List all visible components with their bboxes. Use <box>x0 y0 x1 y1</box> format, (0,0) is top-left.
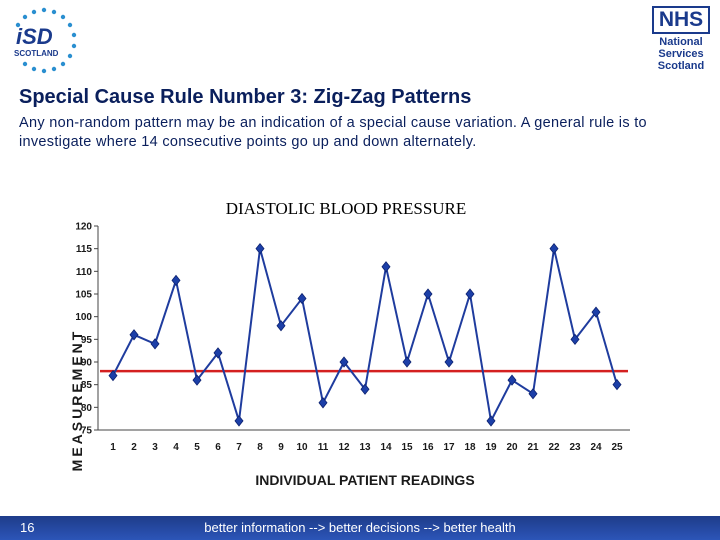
x-tick-label: 1 <box>110 442 116 453</box>
nhs-mark: NHS <box>652 6 710 34</box>
y-tick-label: 90 <box>81 358 93 369</box>
data-point <box>318 397 328 409</box>
x-tick-label: 17 <box>443 442 455 453</box>
x-tick-label: 11 <box>318 442 329 453</box>
x-tick-label: 9 <box>278 442 284 453</box>
isd-logo-sub: SCOTLAND <box>14 49 59 58</box>
x-tick-label: 19 <box>485 442 497 453</box>
x-tick-label: 5 <box>194 442 200 453</box>
data-point <box>171 274 181 287</box>
data-point <box>444 356 454 368</box>
x-tick-label: 16 <box>422 442 434 453</box>
data-point <box>423 288 433 300</box>
data-point <box>255 243 265 255</box>
x-tick-label: 14 <box>380 442 392 453</box>
data-point <box>591 306 601 318</box>
data-point <box>276 320 286 332</box>
y-axis-label: MEASUREMENT <box>69 329 85 472</box>
y-tick-label: 100 <box>75 312 92 323</box>
data-point <box>381 261 391 273</box>
x-tick-label: 21 <box>527 442 539 453</box>
x-tick-label: 23 <box>569 442 581 453</box>
nhs-org-name: National Services Scotland <box>648 36 714 72</box>
y-tick-label: 120 <box>75 222 92 233</box>
data-point <box>549 243 559 255</box>
data-point <box>150 338 160 350</box>
y-tick-label: 75 <box>81 426 93 437</box>
series-line <box>112 248 618 425</box>
x-tick-label: 25 <box>611 442 623 453</box>
slide-body: Any non-random pattern may be an indicat… <box>19 115 647 150</box>
data-point <box>507 374 517 386</box>
x-tick-label: 20 <box>506 442 518 453</box>
x-tick-label: 24 <box>590 442 602 453</box>
data-point <box>360 383 370 395</box>
nhs-line-national: National <box>659 36 703 48</box>
data-point <box>234 415 244 427</box>
data-point <box>528 388 538 400</box>
x-tick-label: 22 <box>548 442 560 453</box>
x-tick-label: 2 <box>131 442 137 453</box>
y-tick-label: 105 <box>75 290 92 301</box>
x-tick-label: 8 <box>257 442 263 453</box>
data-point <box>213 347 223 359</box>
x-axis-label: INDIVIDUAL PATIENT READINGS <box>255 472 474 488</box>
zigzag-line-chart: MEASUREMENT INDIVIDUAL PATIENT READINGS … <box>69 222 630 488</box>
data-point <box>297 292 307 305</box>
x-tick-label: 18 <box>464 442 476 453</box>
footer-tagline: better information --> better decisions … <box>204 520 516 535</box>
data-point <box>108 369 118 382</box>
y-tick-label: 80 <box>81 403 93 414</box>
data-point <box>486 415 496 427</box>
x-tick-label: 7 <box>236 442 242 453</box>
x-tick-label: 12 <box>338 442 350 453</box>
x-tick-label: 15 <box>401 442 413 453</box>
x-tick-label: 13 <box>359 442 371 453</box>
slide-number: 16 <box>20 520 35 535</box>
x-tick-label: 4 <box>173 442 179 453</box>
x-tick-label: 6 <box>215 442 221 453</box>
data-point <box>465 288 475 300</box>
data-point <box>570 333 580 345</box>
slide-title: Special Cause Rule Number 3: Zig-Zag Pat… <box>19 86 472 108</box>
nhs-line-services: Services <box>658 48 704 60</box>
data-point <box>402 356 412 368</box>
nhs-line-scotland: Scotland <box>657 60 705 72</box>
x-tick-label: 3 <box>152 442 158 453</box>
y-tick-label: 115 <box>76 244 93 255</box>
isd-scotland-logo: iSD SCOTLAND <box>14 7 77 74</box>
data-point <box>129 329 139 341</box>
y-tick-label: 95 <box>81 335 93 346</box>
x-tick-label: 10 <box>296 442 308 453</box>
isd-logo-letters: iSD <box>16 24 53 49</box>
y-tick-label: 85 <box>81 380 93 391</box>
data-point <box>339 356 349 368</box>
footer-bar: 16 better information --> better decisio… <box>0 516 720 540</box>
data-point <box>192 374 202 386</box>
data-point <box>612 379 622 391</box>
chart-title: DIASTOLIC BLOOD PRESSURE <box>225 199 467 218</box>
nhs-logo: NHS National Services Scotland <box>648 4 714 76</box>
y-tick-label: 110 <box>76 267 93 278</box>
